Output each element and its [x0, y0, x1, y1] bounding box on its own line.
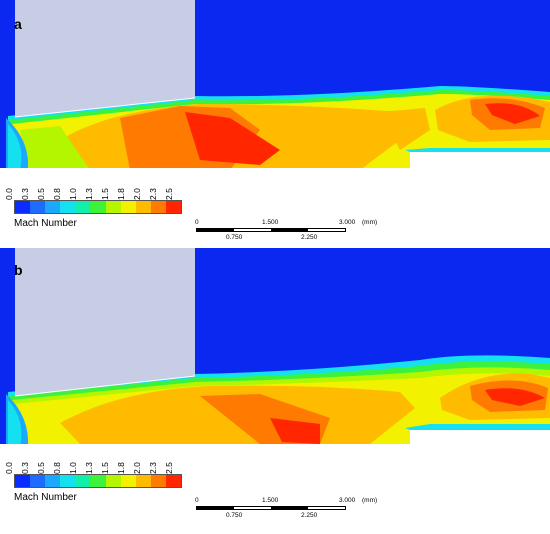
color-swatch — [75, 475, 91, 487]
scale-label: 0 — [195, 497, 199, 504]
legend-tick: 0.8 — [52, 188, 62, 200]
scale-label: 1.500 — [262, 497, 279, 504]
scale-label: 3.000 — [339, 497, 356, 504]
legend-title: Mach Number — [14, 218, 77, 229]
legend-tick: 2.0 — [132, 462, 142, 474]
legend-ticks: 0.0 0.3 0.5 0.8 1.0 1.3 1.5 1.8 2.0 2.3 … — [4, 450, 190, 474]
color-swatch — [150, 475, 166, 487]
legend-tick: 0.5 — [36, 462, 46, 474]
color-swatch — [165, 201, 182, 213]
scale-label: (mm) — [362, 219, 378, 226]
legend-tick: 1.5 — [100, 462, 110, 474]
scale-label: 2.250 — [301, 234, 318, 241]
color-swatch — [60, 475, 76, 487]
legend-tick: 0.8 — [52, 462, 62, 474]
scale-bar-segments — [196, 228, 346, 232]
color-swatch — [120, 201, 136, 213]
color-swatch — [30, 201, 46, 213]
color-swatch — [60, 201, 76, 213]
color-swatch — [90, 475, 106, 487]
scale-label: 1.500 — [262, 219, 279, 226]
legend-tick: 2.3 — [148, 188, 158, 200]
legend-tick: 0.5 — [36, 188, 46, 200]
panel-label-a: a — [14, 16, 22, 32]
legend-tick: 0.0 — [4, 188, 14, 200]
color-swatch — [105, 201, 121, 213]
color-swatch — [120, 475, 136, 487]
color-swatch — [135, 475, 151, 487]
legend-tick: 0.0 — [4, 462, 14, 474]
color-swatch — [30, 475, 46, 487]
panel-b: b 0.0 0.3 0.5 0.8 1.0 1.3 1.5 1.8 2.0 2.… — [0, 248, 550, 534]
scale-bar-b: 0 1.500 3.000 (mm) 0.750 2.250 — [195, 496, 396, 526]
scale-bar-segments — [196, 506, 346, 510]
color-swatch — [75, 201, 91, 213]
scale-label: 3.000 — [339, 219, 356, 226]
scale-label: (mm) — [362, 497, 378, 504]
color-swatch — [15, 201, 31, 213]
legend-tick: 0.3 — [20, 188, 30, 200]
scale-label: 0.750 — [226, 234, 243, 241]
legend-tick: 2.0 — [132, 188, 142, 200]
legend-tick: 0.3 — [20, 462, 30, 474]
panel-a: a 0.0 0.3 0.5 0.8 1.0 1.3 1.5 1.8 2.0 2.… — [0, 0, 550, 248]
legend-tick: 1.0 — [68, 462, 78, 474]
mach-legend-b: 0.0 0.3 0.5 0.8 1.0 1.3 1.5 1.8 2.0 2.3 … — [4, 450, 210, 510]
legend-tick: 2.5 — [164, 188, 174, 200]
legend-tick: 1.8 — [116, 188, 126, 200]
scale-bar-a: 0 1.500 3.000 (mm) 0.750 2.250 — [195, 218, 396, 248]
color-swatch — [135, 201, 151, 213]
legend-tick: 1.3 — [84, 462, 94, 474]
legend-tick: 1.3 — [84, 188, 94, 200]
color-swatch — [45, 201, 61, 213]
color-swatch — [90, 201, 106, 213]
color-swatch — [15, 475, 31, 487]
legend-tick: 1.5 — [100, 188, 110, 200]
scale-label: 0 — [195, 219, 199, 226]
color-swatch — [165, 475, 182, 487]
color-swatch — [150, 201, 166, 213]
mach-legend-a: 0.0 0.3 0.5 0.8 1.0 1.3 1.5 1.8 2.0 2.3 … — [4, 176, 210, 236]
panel-label-b: b — [14, 262, 23, 278]
color-bar — [14, 200, 182, 214]
legend-ticks: 0.0 0.3 0.5 0.8 1.0 1.3 1.5 1.8 2.0 2.3 … — [4, 176, 190, 200]
scale-label: 2.250 — [301, 512, 318, 519]
mach-contour-plot-a — [0, 0, 550, 170]
color-bar — [14, 474, 182, 488]
legend-tick: 2.3 — [148, 462, 158, 474]
legend-tick: 1.0 — [68, 188, 78, 200]
scale-label: 0.750 — [226, 512, 243, 519]
legend-tick: 2.5 — [164, 462, 174, 474]
color-swatch — [105, 475, 121, 487]
mach-contour-plot-b — [0, 248, 550, 448]
legend-title: Mach Number — [14, 492, 77, 503]
color-swatch — [45, 475, 61, 487]
legend-tick: 1.8 — [116, 462, 126, 474]
